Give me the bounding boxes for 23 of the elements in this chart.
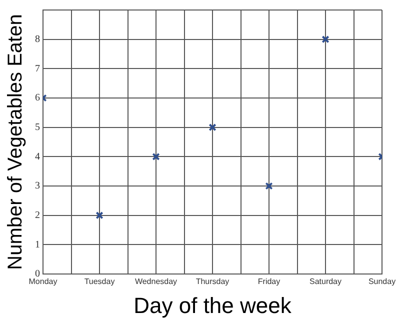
x-tick-label: Thursday <box>196 277 230 286</box>
point <box>208 124 216 132</box>
point <box>152 152 160 160</box>
y-tick-label: 4 <box>35 151 40 162</box>
y-tick-label: 8 <box>35 34 40 45</box>
y-tick-label: 3 <box>35 180 40 192</box>
point <box>322 36 330 44</box>
y-tick-label: 1 <box>35 239 40 250</box>
x-tick-label: Monday <box>28 277 58 286</box>
y-tick-label: 7 <box>35 63 40 74</box>
x-tick-label: Friday <box>258 277 280 286</box>
point <box>96 212 104 220</box>
x-axis-title: Day of the week <box>134 292 292 318</box>
y-tick-label: 6 <box>35 92 40 104</box>
point <box>265 182 273 190</box>
y-tick-label: 0 <box>35 268 40 280</box>
x-tick-label: Tuesday <box>84 277 115 286</box>
y-tick-label: 5 <box>35 122 40 133</box>
y-tick-label: 2 <box>35 210 40 221</box>
x-tick-label: Saturday <box>309 277 342 286</box>
x-tick-label: Sunday <box>368 277 396 286</box>
x-tick-label: Wednesday <box>134 277 178 286</box>
y-axis-title: Number of Vegetables Eaten <box>4 14 27 270</box>
